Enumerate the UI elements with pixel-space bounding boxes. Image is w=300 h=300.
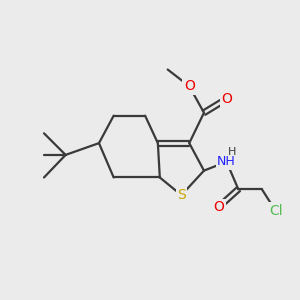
Text: H: H — [228, 147, 237, 157]
Text: Cl: Cl — [269, 204, 282, 218]
Text: O: O — [184, 79, 195, 93]
Text: S: S — [177, 188, 186, 202]
Text: O: O — [213, 200, 224, 214]
Text: NH: NH — [217, 155, 236, 168]
Text: O: O — [221, 92, 232, 106]
